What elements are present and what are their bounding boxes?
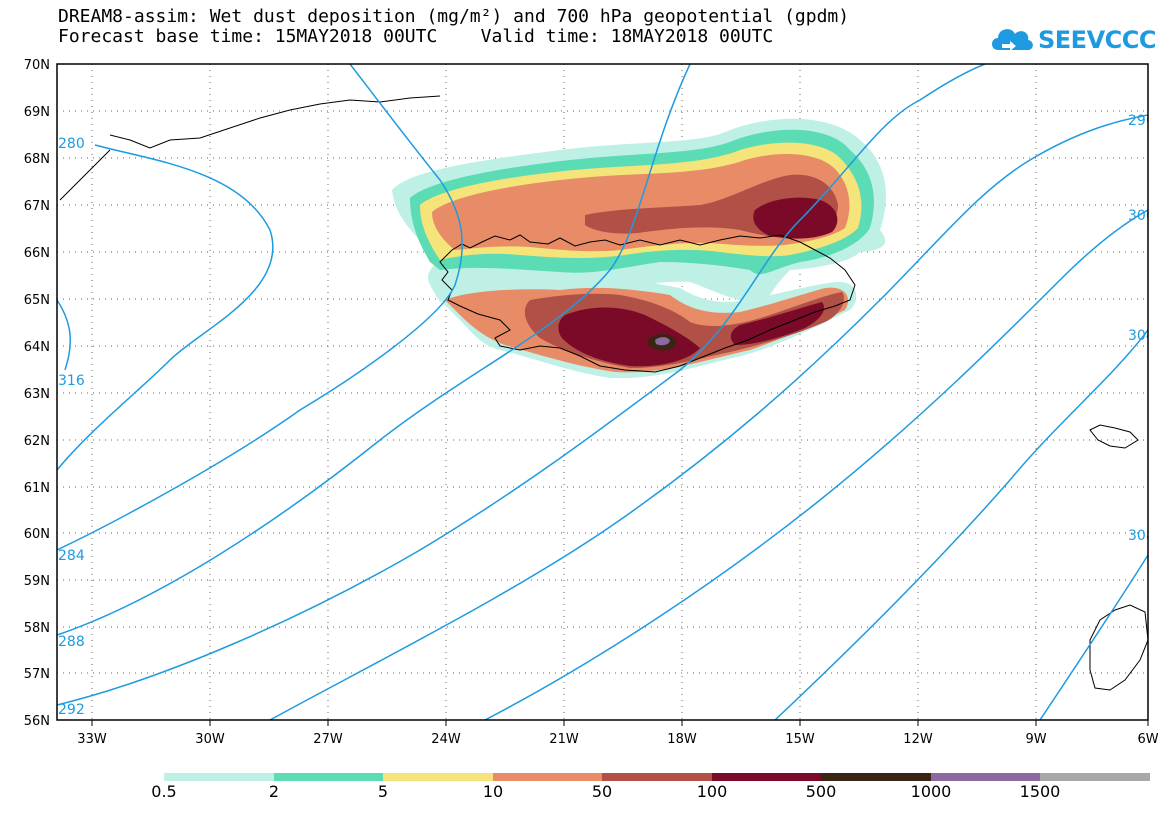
logo-text: SEEVCCC	[1038, 26, 1157, 54]
contour-north-a	[57, 64, 463, 551]
colorbar-label: 2	[268, 782, 280, 801]
colorbar-label: 10	[482, 782, 504, 801]
colorbar-swatch	[493, 773, 602, 781]
contour-label: 284	[58, 548, 85, 564]
contour-300	[774, 329, 1148, 720]
colorbar	[164, 773, 1150, 781]
graticule	[57, 64, 1148, 720]
deposition-100	[753, 197, 838, 239]
lon-label: 9W	[1025, 732, 1046, 747]
lat-label: 67N	[24, 199, 50, 214]
lat-label: 68N	[24, 152, 50, 167]
contour-296	[484, 209, 1148, 720]
contour-304	[1039, 554, 1148, 720]
lat-label: 64N	[24, 340, 50, 355]
lon-label: 30W	[195, 732, 225, 747]
colorbar-swatch	[931, 773, 1040, 781]
lon-label: 33W	[77, 732, 107, 747]
contour-label: 296	[1128, 113, 1155, 129]
lat-label: 65N	[24, 293, 50, 308]
colorbar-label: 50	[591, 782, 613, 801]
contour-labels: 280 284 288 292 296 300 304 308 316	[58, 113, 1155, 718]
lon-label: 27W	[313, 732, 343, 747]
colorbar-swatch	[1040, 773, 1150, 781]
lon-label: 24W	[431, 732, 461, 747]
colorbar-label: 100	[696, 782, 728, 801]
colorbar-swatch	[164, 773, 274, 781]
geopotential-contours	[57, 64, 1148, 720]
contour-label: 308	[1128, 528, 1155, 544]
lon-label: 18W	[667, 732, 697, 747]
seevccc-logo: SEEVCCC	[988, 20, 1157, 60]
lat-label: 56N	[24, 714, 50, 729]
deposition-1000	[655, 337, 670, 346]
contour-label: 280	[58, 136, 85, 152]
lat-label: 66N	[24, 246, 50, 261]
iceland-coastline	[439, 234, 856, 373]
colorbar-swatch	[712, 773, 821, 781]
colorbar-label: 500	[805, 782, 837, 801]
axis-ticks	[91, 720, 1149, 726]
lon-label: 15W	[785, 732, 815, 747]
colorbar-label: 1000	[910, 782, 952, 801]
contour-north-b	[57, 299, 72, 371]
map-title: DREAM8-assim: Wet dust deposition (mg/m²…	[58, 6, 850, 27]
colorbar-swatch	[274, 773, 383, 781]
cloud-icon	[992, 29, 1033, 51]
colorbar-label: 5	[377, 782, 389, 801]
colorbar-label: 1500	[1019, 782, 1061, 801]
colorbar-swatch	[383, 773, 493, 781]
deposition-100-southeast	[730, 302, 825, 345]
lat-label: 58N	[24, 621, 50, 636]
contour-280	[57, 144, 274, 471]
contour-label: 292	[58, 702, 85, 718]
lat-label: 63N	[24, 387, 50, 402]
contour-288	[57, 64, 986, 706]
lat-label: 70N	[24, 58, 50, 73]
lat-label: 59N	[24, 574, 50, 589]
plot-frame	[56, 63, 1149, 721]
longitude-labels: 33W 30W 27W 24W 21W 18W 15W 12W 9W 6W	[77, 732, 1158, 747]
map-subtitle: Forecast base time: 15MAY2018 00UTC Vali…	[58, 26, 774, 47]
lat-label: 61N	[24, 481, 50, 496]
lon-label: 21W	[549, 732, 579, 747]
faroe-coastline	[1089, 424, 1139, 449]
colorbar-label: 0.5	[151, 782, 177, 801]
lat-label: 62N	[24, 434, 50, 449]
lon-label: 12W	[903, 732, 933, 747]
contour-label: 288	[58, 634, 85, 650]
lat-label: 60N	[24, 527, 50, 542]
contour-label: 316	[58, 373, 85, 389]
colorbar-swatch	[821, 773, 931, 781]
lon-label: 6W	[1137, 732, 1158, 747]
contour-284	[57, 64, 691, 636]
contour-label: 300	[1128, 208, 1155, 224]
contour-292	[269, 114, 1148, 720]
lat-label: 57N	[24, 667, 50, 682]
deposition-100-south	[558, 307, 700, 367]
colorbar-swatch	[602, 773, 712, 781]
lat-label: 69N	[24, 105, 50, 120]
latitude-labels: 70N 69N 68N 67N 66N 65N 64N 63N 62N 61N …	[24, 58, 50, 729]
contour-label: 304	[1128, 328, 1155, 344]
